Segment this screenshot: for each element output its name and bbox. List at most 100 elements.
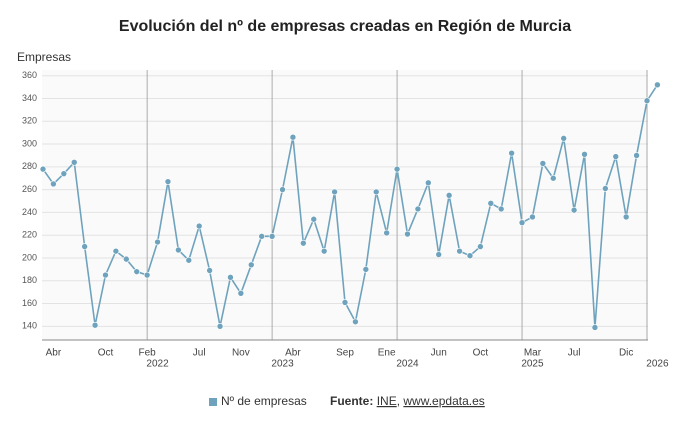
data-point [268, 233, 276, 240]
data-point [331, 188, 338, 196]
data-point [175, 246, 182, 254]
y-tick-label: 360 [22, 70, 37, 80]
x-tick-label: Jul [568, 348, 581, 359]
data-point [123, 255, 130, 263]
data-point [50, 180, 57, 188]
x-tick-label: Oct [473, 348, 489, 359]
data-point [247, 261, 255, 269]
data-point [487, 199, 495, 207]
data-point [154, 238, 161, 246]
chart-title: Evolución del nº de empresas creadas en … [119, 18, 571, 35]
data-point [362, 266, 370, 273]
data-point [216, 323, 224, 330]
source-prefix: Fuente: [330, 394, 373, 408]
data-point [612, 153, 620, 160]
x-tick-label: Jul [193, 348, 206, 359]
x-year-label: 2026 [646, 359, 669, 370]
x-tick-label: Nov [232, 348, 250, 359]
data-point [393, 165, 401, 173]
data-point [602, 185, 609, 192]
data-point [81, 243, 88, 250]
x-year-label: 2025 [521, 359, 544, 370]
source-sep: , [397, 394, 400, 408]
data-point [497, 205, 505, 213]
data-point [508, 149, 515, 157]
x-tick-label: Abr [285, 348, 301, 359]
data-point [570, 206, 578, 214]
y-tick-label: 320 [22, 116, 37, 126]
y-tick-label: 280 [22, 161, 37, 171]
source-label: Fuente: INE, www.epdata.es [330, 394, 485, 408]
data-point [227, 274, 234, 281]
data-point [425, 179, 432, 187]
data-point [466, 252, 474, 259]
legend-label: Nº de empresas [221, 394, 307, 408]
y-tick-label: 340 [22, 93, 37, 103]
data-point [372, 188, 380, 196]
data-point [591, 324, 599, 331]
y-tick-label: 160 [22, 298, 37, 308]
x-tick-label: Feb [139, 348, 157, 359]
x-tick-label: Ene [378, 348, 396, 359]
data-point [414, 205, 422, 213]
data-point [39, 165, 47, 173]
data-point [529, 213, 536, 221]
x-tick-label: Jun [431, 348, 447, 359]
x-tick-label: Dic [619, 348, 633, 359]
data-point [289, 133, 297, 141]
data-point [341, 299, 349, 306]
data-point [60, 170, 68, 177]
y-tick-label: 300 [22, 138, 37, 148]
data-point [300, 239, 307, 247]
data-point [133, 268, 141, 275]
data-point [237, 289, 245, 297]
data-point [549, 174, 557, 182]
data-point [581, 151, 588, 158]
data-point [456, 247, 463, 255]
data-point [143, 271, 151, 279]
data-point [279, 186, 286, 193]
y-tick-label: 260 [22, 184, 37, 194]
data-point [435, 251, 443, 258]
data-point [445, 192, 453, 199]
data-point [539, 160, 547, 167]
x-year-label: 2022 [146, 359, 169, 370]
x-year-label: 2024 [396, 359, 419, 370]
data-point [112, 247, 120, 255]
data-point [185, 256, 193, 264]
data-point [352, 318, 359, 326]
legend-swatch [209, 398, 217, 406]
y-tick-label: 220 [22, 230, 37, 240]
data-point [320, 247, 328, 255]
x-tick-label: Abr [46, 348, 62, 359]
data-point [654, 81, 661, 89]
source-org[interactable]: INE [377, 394, 397, 408]
y-tick-label: 180 [22, 275, 37, 285]
x-tick-label: Mar [524, 348, 542, 359]
y-tick-label: 240 [22, 207, 37, 217]
x-year-label: 2023 [271, 359, 294, 370]
y-axis-label: Empresas [17, 50, 71, 64]
data-point [258, 233, 265, 240]
data-point [164, 178, 172, 185]
data-point [643, 97, 651, 105]
source-url[interactable]: www.epdata.es [402, 394, 484, 408]
y-tick-label: 200 [22, 252, 37, 262]
data-point [477, 243, 484, 250]
x-tick-label: Sep [336, 348, 354, 359]
y-tick-label: 140 [22, 321, 37, 331]
data-point [404, 230, 411, 238]
x-tick-label: Oct [98, 348, 114, 359]
data-point [633, 152, 640, 159]
data-point [383, 229, 390, 237]
data-point [560, 135, 567, 142]
data-point [91, 321, 99, 329]
data-point [102, 271, 109, 279]
legend: Nº de empresas Fuente: INE, www.epdata.e… [209, 394, 485, 408]
data-point [622, 213, 630, 221]
data-point [310, 215, 318, 223]
data-point [70, 158, 78, 166]
data-point [206, 267, 213, 274]
data-point [518, 219, 526, 226]
